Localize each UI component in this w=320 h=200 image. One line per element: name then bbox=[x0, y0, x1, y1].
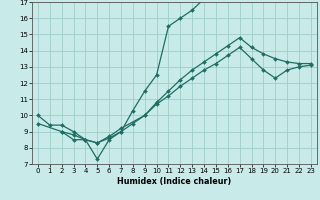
X-axis label: Humidex (Indice chaleur): Humidex (Indice chaleur) bbox=[117, 177, 232, 186]
